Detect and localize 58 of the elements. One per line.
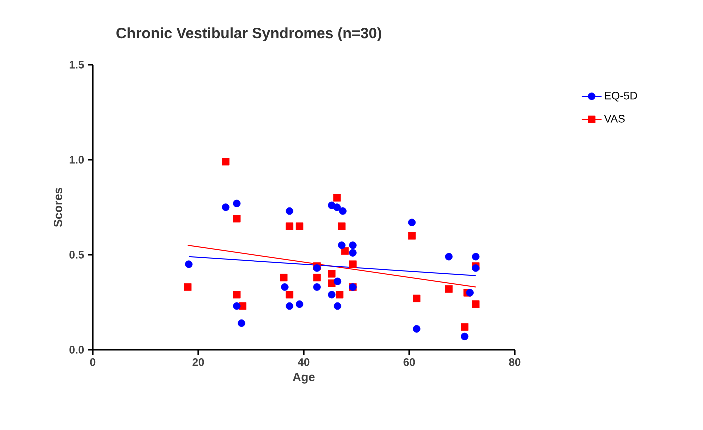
point	[349, 242, 357, 250]
point	[336, 291, 344, 299]
point	[461, 332, 469, 340]
x-tick-label: 0	[90, 358, 96, 366]
point	[339, 208, 347, 216]
point	[472, 253, 480, 261]
x-axis-title: Age	[293, 373, 315, 384]
point	[466, 289, 474, 297]
point	[286, 291, 294, 299]
point	[338, 242, 346, 250]
chart-title: Chronic Vestibular Syndromes (n=30)	[116, 28, 382, 42]
point	[233, 302, 241, 310]
point	[445, 285, 453, 293]
point	[445, 253, 453, 261]
y-tick-label: 0.5	[70, 251, 84, 259]
point	[222, 204, 230, 212]
point	[286, 208, 294, 216]
point	[408, 232, 416, 240]
point	[233, 200, 241, 208]
x-tick-label: 60	[404, 358, 416, 366]
point	[185, 260, 193, 268]
point	[313, 284, 321, 292]
x-tick-label: 80	[509, 358, 521, 366]
point	[296, 222, 304, 230]
point	[286, 222, 294, 230]
point	[313, 274, 321, 282]
x-tick-label: 20	[192, 358, 204, 366]
point	[349, 249, 357, 257]
point	[461, 323, 469, 331]
point	[413, 325, 421, 333]
y-axis-title: Scores	[54, 188, 62, 228]
x-tick-label: 40	[298, 358, 310, 366]
point	[233, 291, 241, 299]
point	[328, 291, 336, 299]
y-tick-label: 0.0	[70, 346, 84, 354]
point	[238, 320, 246, 328]
point	[296, 300, 304, 308]
y-tick-label: 1.5	[70, 61, 84, 69]
point	[286, 302, 294, 310]
point	[334, 302, 342, 310]
point	[281, 284, 289, 292]
legend-label: VAS	[604, 115, 625, 123]
point	[333, 194, 342, 202]
point	[472, 300, 480, 308]
point	[413, 294, 421, 302]
point	[341, 247, 349, 255]
point	[233, 215, 241, 223]
legend-label: EQ-5D	[605, 92, 638, 102]
point	[349, 260, 357, 268]
point	[280, 274, 288, 282]
point	[184, 284, 192, 292]
point	[334, 278, 342, 286]
point	[328, 270, 336, 278]
point	[408, 218, 416, 226]
point	[222, 158, 230, 166]
y-tick-label: 1.0	[70, 156, 84, 164]
point	[333, 204, 342, 212]
point	[338, 222, 346, 230]
